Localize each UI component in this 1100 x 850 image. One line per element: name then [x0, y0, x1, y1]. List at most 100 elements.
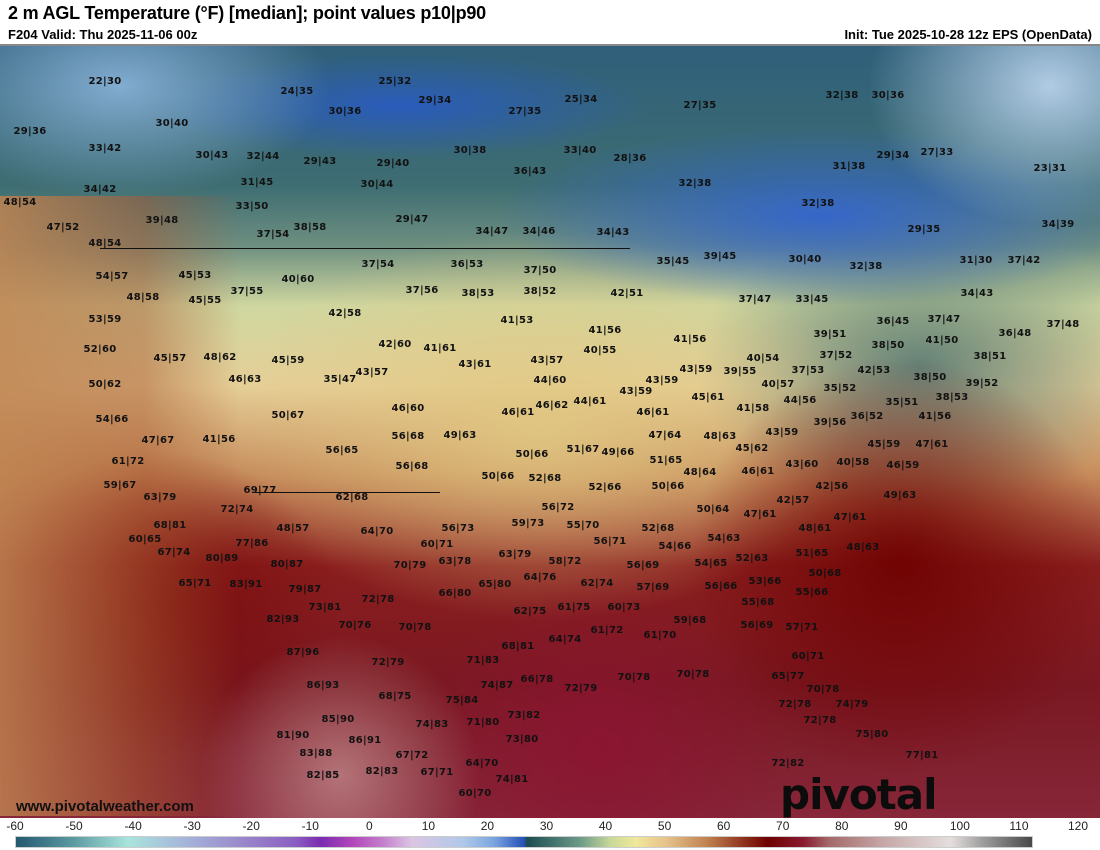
point-value: 36|43 — [513, 166, 547, 177]
point-value: 62|68 — [335, 492, 369, 503]
point-value: 33|42 — [88, 143, 122, 154]
point-value: 59|67 — [103, 480, 137, 491]
colorbar-tick-label: 100 — [949, 819, 970, 833]
temperature-map[interactable]: 22|30 24|35 30|36 29|36 30|40 33|42 30|43 32|44… — [0, 46, 1100, 818]
point-value: 70|78 — [676, 669, 710, 680]
point-value: 54|65 — [694, 558, 728, 569]
point-value: 45|59 — [271, 355, 305, 366]
point-value: 34|43 — [596, 227, 630, 238]
point-value: 72|79 — [371, 657, 405, 668]
colorbar-tick-label: 60 — [716, 819, 731, 833]
valid-time: F204 Valid: Thu 2025-11-06 00z — [8, 27, 198, 42]
init-time: Init: Tue 2025-10-28 12z EPS (OpenData) — [844, 27, 1092, 42]
point-value: 45|57 — [153, 353, 187, 364]
point-value: 31|30 — [959, 255, 993, 266]
point-value: 63|79 — [143, 492, 177, 503]
point-value: 57|71 — [785, 622, 819, 633]
point-value: 34|42 — [83, 184, 117, 195]
point-value: 56|69 — [740, 620, 774, 631]
point-value: 50|66 — [515, 449, 549, 460]
point-value: 41|50 — [925, 335, 959, 346]
us-mexico-border — [255, 492, 440, 493]
point-value: 30|43 — [195, 150, 229, 161]
point-value: 39|56 — [813, 417, 847, 428]
point-value: 85|90 — [321, 714, 355, 725]
point-value: 46|63 — [228, 374, 262, 385]
point-value: 72|82 — [771, 758, 805, 769]
colorbar-tick-label: 10 — [421, 819, 436, 833]
point-value: 60|70 — [458, 788, 492, 799]
colorbar-tick-label: 120 — [1067, 819, 1089, 833]
point-value: 67|72 — [395, 750, 429, 761]
point-value: 38|58 — [293, 222, 327, 233]
point-value: 54|66 — [658, 541, 692, 552]
point-value: 63|79 — [498, 549, 532, 560]
colorbar-tick-label: 30 — [539, 819, 554, 833]
point-value: 36|48 — [998, 328, 1032, 339]
point-value: 39|45 — [703, 251, 737, 262]
point-value: 41|61 — [423, 343, 457, 354]
point-value: 62|74 — [580, 578, 614, 589]
point-value: 82|83 — [365, 766, 399, 777]
point-value: 68|81 — [501, 641, 535, 652]
point-value: 73|80 — [505, 734, 539, 745]
point-value: 29|36 — [13, 126, 47, 137]
point-value: 31|45 — [240, 177, 274, 188]
watermark-url: www.pivotalweather.com — [16, 798, 194, 815]
point-value: 54|66 — [95, 414, 129, 425]
point-value: 70|78 — [398, 622, 432, 633]
point-value: 80|87 — [270, 559, 304, 570]
point-value: 72|78 — [778, 699, 812, 710]
point-value: 42|51 — [610, 288, 644, 299]
point-value: 50|66 — [481, 471, 515, 482]
point-value: 37|56 — [405, 285, 439, 296]
point-value: 37|48 — [1046, 319, 1080, 330]
point-value: 61|70 — [643, 630, 677, 641]
point-value: 53|59 — [88, 314, 122, 325]
point-value: 67|74 — [157, 547, 191, 558]
point-value: 56|68 — [391, 431, 425, 442]
point-value: 29|47 — [395, 214, 429, 225]
colorbar-tick-label: 50 — [657, 819, 672, 833]
colorbar-tick-label: 40 — [598, 819, 613, 833]
point-value: 75|84 — [445, 695, 479, 706]
point-value: 64|74 — [548, 634, 582, 645]
point-value: 61|72 — [590, 625, 624, 636]
point-value: 48|62 — [203, 352, 237, 363]
point-value: 75|80 — [855, 729, 889, 740]
point-value: 66|78 — [520, 674, 554, 685]
point-value: 30|36 — [328, 106, 362, 117]
point-value: 39|52 — [965, 378, 999, 389]
colorbar-tick-label: 70 — [776, 819, 790, 833]
point-value: 30|40 — [155, 118, 189, 129]
point-value: 67|71 — [420, 767, 454, 778]
point-value: 48|63 — [703, 431, 737, 442]
point-value: 29|43 — [303, 156, 337, 167]
point-value: 36|45 — [876, 316, 910, 327]
point-value: 33|45 — [795, 294, 829, 305]
point-value: 30|36 — [871, 90, 905, 101]
point-value: 64|70 — [465, 758, 499, 769]
point-value: 62|75 — [513, 606, 547, 617]
point-value: 48|57 — [276, 523, 310, 534]
point-value: 56|66 — [704, 581, 738, 592]
point-value: 56|73 — [441, 523, 475, 534]
point-value: 68|81 — [153, 520, 187, 531]
point-value: 42|57 — [776, 495, 810, 506]
colorbar-tick-label: -20 — [242, 819, 260, 833]
point-value: 38|52 — [523, 286, 557, 297]
point-value: 41|58 — [736, 403, 770, 414]
point-value: 82|85 — [306, 770, 340, 781]
point-value: 60|71 — [791, 651, 825, 662]
point-value: 48|54 — [3, 197, 37, 208]
point-value: 55|66 — [795, 587, 829, 598]
colorbar-tick-label: -60 — [6, 819, 24, 833]
point-value: 45|62 — [735, 443, 769, 454]
point-value: 83|88 — [299, 748, 333, 759]
point-value: 72|78 — [803, 715, 837, 726]
point-value: 57|69 — [636, 582, 670, 593]
temperature-colorbar — [15, 836, 1033, 848]
point-value: 46|62 — [535, 400, 569, 411]
point-value: 50|64 — [696, 504, 730, 515]
point-value: 51|65 — [795, 548, 829, 559]
